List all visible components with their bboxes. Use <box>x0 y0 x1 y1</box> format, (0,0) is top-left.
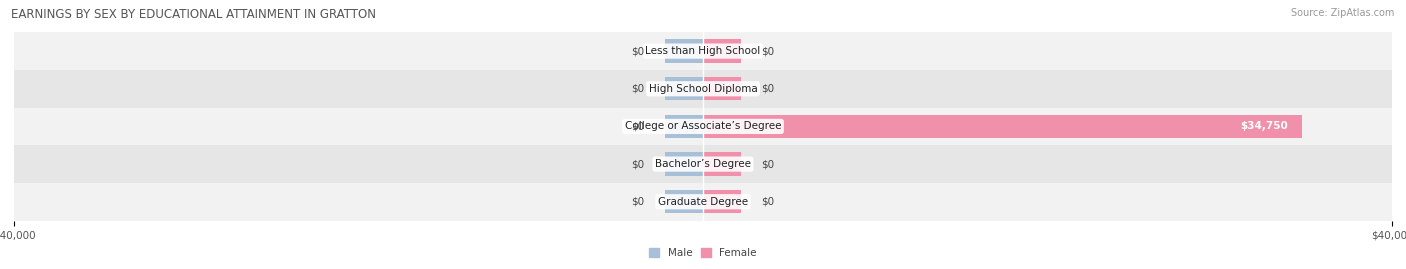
Text: $0: $0 <box>631 46 644 56</box>
Text: Less than High School: Less than High School <box>645 46 761 56</box>
Bar <box>14 108 1392 145</box>
Text: $0: $0 <box>762 46 775 56</box>
Bar <box>14 145 1392 183</box>
Text: High School Diploma: High School Diploma <box>648 84 758 94</box>
Text: $0: $0 <box>631 121 644 132</box>
Text: Graduate Degree: Graduate Degree <box>658 197 748 207</box>
Bar <box>665 190 703 213</box>
Text: $0: $0 <box>631 84 644 94</box>
Bar <box>703 153 741 176</box>
Bar <box>665 40 703 63</box>
Bar <box>703 190 741 213</box>
Text: Bachelor’s Degree: Bachelor’s Degree <box>655 159 751 169</box>
Text: $0: $0 <box>762 197 775 207</box>
Text: $0: $0 <box>631 197 644 207</box>
Bar <box>703 40 741 63</box>
Bar <box>14 183 1392 221</box>
Bar <box>665 115 703 138</box>
Bar <box>14 32 1392 70</box>
Bar <box>14 70 1392 108</box>
Legend: Male, Female: Male, Female <box>645 244 761 262</box>
Text: $34,750: $34,750 <box>1240 121 1288 132</box>
Text: Source: ZipAtlas.com: Source: ZipAtlas.com <box>1291 8 1395 18</box>
Text: $0: $0 <box>762 84 775 94</box>
Bar <box>665 77 703 100</box>
Text: College or Associate’s Degree: College or Associate’s Degree <box>624 121 782 132</box>
Text: $0: $0 <box>631 159 644 169</box>
Bar <box>703 77 741 100</box>
Bar <box>665 153 703 176</box>
Text: $0: $0 <box>762 159 775 169</box>
Bar <box>703 115 1302 138</box>
Text: EARNINGS BY SEX BY EDUCATIONAL ATTAINMENT IN GRATTON: EARNINGS BY SEX BY EDUCATIONAL ATTAINMEN… <box>11 8 377 21</box>
